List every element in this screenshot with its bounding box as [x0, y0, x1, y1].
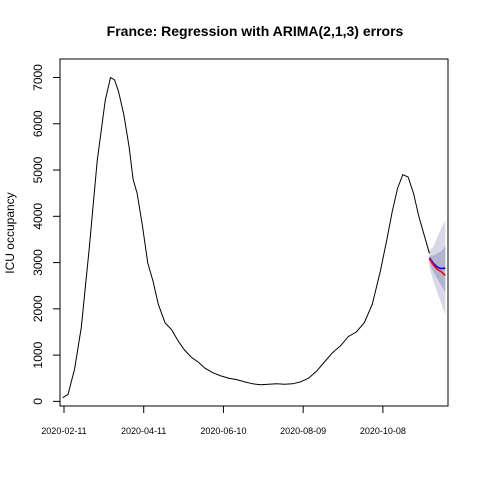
x-tick-label: 2020-04-11 [121, 426, 166, 436]
series-line-observed [62, 76, 430, 399]
x-tick-label: 2020-02-11 [41, 426, 86, 436]
series-layer [62, 76, 446, 399]
x-tick-label: 2020-08-09 [280, 426, 326, 436]
y-tick-label: 5000 [31, 156, 45, 183]
y-axis: 0 1000 2000 3000 4000 5000 6000 7000 [31, 64, 61, 405]
y-tick-label: 6000 [31, 110, 45, 137]
y-tick-label: 0 [31, 398, 45, 405]
y-tick-label: 4000 [31, 203, 45, 230]
x-axis: 2020-02-11 2020-04-11 2020-06-10 2020-08-09… [41, 405, 406, 436]
x-tick-label: 2020-10-08 [360, 426, 406, 436]
y-axis-label: ICU occupancy [3, 192, 17, 273]
y-tick-label: 2000 [31, 295, 45, 322]
y-tick-label: 1000 [31, 341, 45, 368]
x-tick-label: 2020-06-10 [200, 426, 246, 436]
series-line-actual [428, 258, 446, 277]
chart-title: France: Regression with ARIMA(2,1,3) err… [107, 23, 404, 39]
plot-frame [59, 58, 449, 407]
y-tick-label: 7000 [31, 64, 45, 91]
y-tick-label: 3000 [31, 249, 45, 276]
